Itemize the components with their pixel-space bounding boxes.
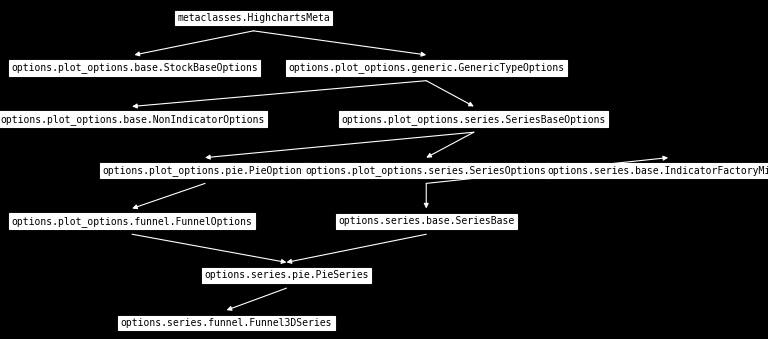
Text: options.series.funnel.Funnel3DSeries: options.series.funnel.Funnel3DSeries bbox=[121, 318, 333, 328]
Text: options.plot_options.series.SeriesBaseOptions: options.plot_options.series.SeriesBaseOp… bbox=[342, 114, 606, 125]
Text: options.series.base.SeriesBase: options.series.base.SeriesBase bbox=[338, 216, 515, 226]
Text: options.plot_options.base.NonIndicatorOptions: options.plot_options.base.NonIndicatorOp… bbox=[0, 114, 264, 125]
Text: options.plot_options.generic.GenericTypeOptions: options.plot_options.generic.GenericType… bbox=[288, 62, 564, 73]
Text: options.plot_options.funnel.FunnelOptions: options.plot_options.funnel.FunnelOption… bbox=[12, 216, 253, 227]
Text: options.plot_options.base.StockBaseOptions: options.plot_options.base.StockBaseOptio… bbox=[11, 62, 258, 73]
Text: options.plot_options.pie.PieOptions: options.plot_options.pie.PieOptions bbox=[102, 165, 308, 176]
Text: options.series.base.IndicatorFactoryMixin: options.series.base.IndicatorFactoryMixi… bbox=[548, 165, 768, 176]
Text: options.plot_options.series.SeriesOptions: options.plot_options.series.SeriesOption… bbox=[306, 165, 547, 176]
Text: options.series.pie.PieSeries: options.series.pie.PieSeries bbox=[204, 270, 369, 280]
Text: metaclasses.HighchartsMeta: metaclasses.HighchartsMeta bbox=[177, 13, 329, 23]
